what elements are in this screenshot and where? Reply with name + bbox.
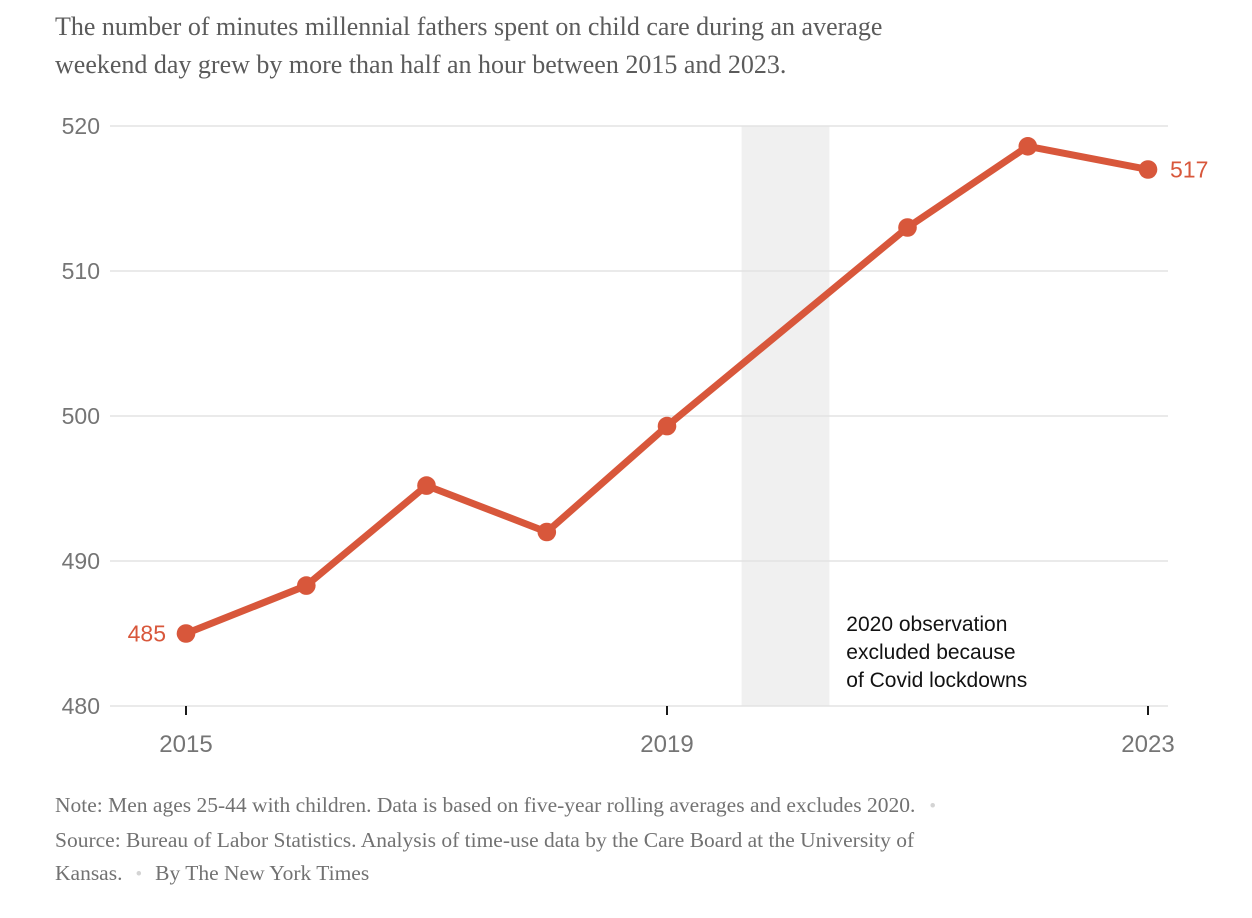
note-text: Note: Men ages 25-44 with children. Data…: [55, 793, 916, 817]
y-tick-label: 500: [62, 403, 100, 429]
data-line: [182, 142, 1152, 637]
y-tick-label: 480: [62, 693, 100, 719]
data-point: [1018, 137, 1038, 156]
x-tick-label: 2023: [1121, 731, 1174, 758]
first-value-label: 485: [128, 621, 166, 647]
chart-title-line-2: weekend day grew by more than half an ho…: [55, 50, 787, 79]
y-tick-label: 510: [62, 258, 100, 284]
data-point: [657, 416, 677, 436]
data-point: [1138, 160, 1158, 179]
annotation-line: of Covid lockdowns: [846, 669, 1027, 692]
x-tick-label: 2015: [159, 731, 212, 758]
x-tick-label: 2019: [640, 731, 693, 758]
byline-text: By The New York Times: [155, 861, 370, 885]
footer-note-line: Note: Men ages 25-44 with children. Data…: [55, 789, 1215, 824]
separator-bullet: •: [135, 864, 143, 885]
chart-footer: Note: Men ages 25-44 with children. Data…: [55, 789, 1215, 892]
footer-source-line-1: Source: Bureau of Labor Statistics. Anal…: [55, 824, 1215, 858]
y-tick-label: 520: [62, 113, 100, 139]
footer-source-line-2: Kansas. • By The New York Times: [55, 857, 1215, 892]
data-point: [176, 624, 196, 643]
data-point: [898, 218, 917, 237]
data-point: [297, 576, 316, 595]
annotation-line: excluded because: [846, 641, 1015, 664]
chart-title: The number of minutes millennial fathers…: [55, 8, 1215, 84]
source-text-part-1: Source: Bureau of Labor Statistics. Anal…: [55, 827, 915, 852]
data-point: [417, 476, 436, 495]
y-tick-label: 490: [62, 548, 100, 574]
data-point: [537, 522, 557, 542]
line-chart: 480 490 500 510 520 2015 2019 2023 485 517 2020 ob…: [62, 113, 1209, 758]
chart-title-line-1: The number of minutes millennial fathers…: [55, 12, 883, 41]
annotation-line: 2020 observation: [846, 613, 1007, 636]
last-value-label: 517: [1170, 157, 1208, 183]
source-text-part-2: Kansas.: [55, 861, 123, 885]
separator-bullet: •: [929, 796, 936, 817]
